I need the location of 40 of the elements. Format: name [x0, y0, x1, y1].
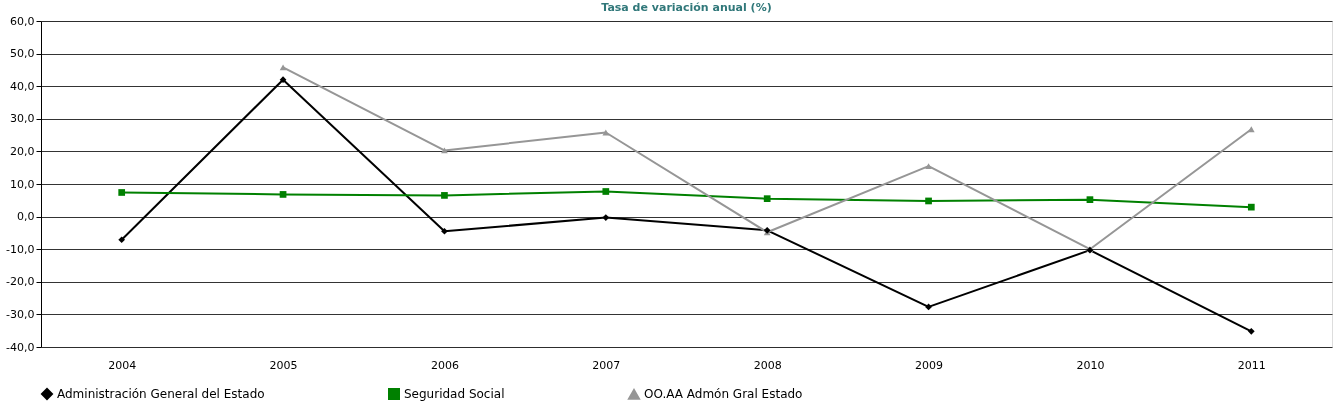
x-tick-label: 2007 — [592, 358, 621, 372]
y-tick-label: 50,0 — [10, 47, 35, 61]
point — [925, 197, 932, 205]
point — [279, 191, 287, 198]
point — [1247, 328, 1255, 335]
x-tick-label: 2004 — [108, 358, 137, 372]
point — [279, 76, 287, 84]
point — [1086, 196, 1094, 203]
y-tick-label: -40,0 — [6, 340, 35, 354]
x-tick-label: 2010 — [1076, 358, 1105, 372]
point — [925, 163, 932, 169]
y-tick-label: 40,0 — [10, 79, 35, 93]
x-tick-label: 2008 — [753, 358, 782, 372]
x-tick-label: 2009 — [915, 358, 944, 372]
y-tick-label: -10,0 — [6, 242, 35, 256]
point — [441, 192, 448, 199]
point — [441, 227, 448, 235]
legend-label: Administración General del Estado — [57, 387, 265, 401]
point — [118, 236, 126, 244]
point — [118, 189, 126, 196]
point — [1247, 126, 1255, 133]
point — [763, 195, 771, 203]
y-tick-label: 20,0 — [10, 144, 35, 158]
y-tick-label: 10,0 — [10, 177, 35, 191]
point — [602, 214, 610, 221]
point — [279, 64, 287, 71]
y-tick-label: 60,0 — [10, 14, 35, 28]
legend-label: OO.AA Admón Gral Estado — [644, 387, 803, 402]
y-tick-label: -30,0 — [6, 307, 35, 321]
x-tick-label: 2005 — [269, 358, 298, 372]
x-tick-label: 2006 — [430, 358, 459, 372]
point — [1247, 203, 1255, 211]
point — [602, 188, 610, 195]
y-tick-label: 30,0 — [10, 112, 35, 126]
legend-label: Seguridad Social — [404, 387, 505, 401]
y-tick-label: -20,0 — [6, 275, 35, 289]
y-tick-label: 0,0 — [17, 210, 35, 224]
chart-title: Tasa de variación anual (%) — [601, 1, 772, 14]
x-tick-label: 2011 — [1237, 358, 1266, 372]
point — [925, 303, 932, 311]
